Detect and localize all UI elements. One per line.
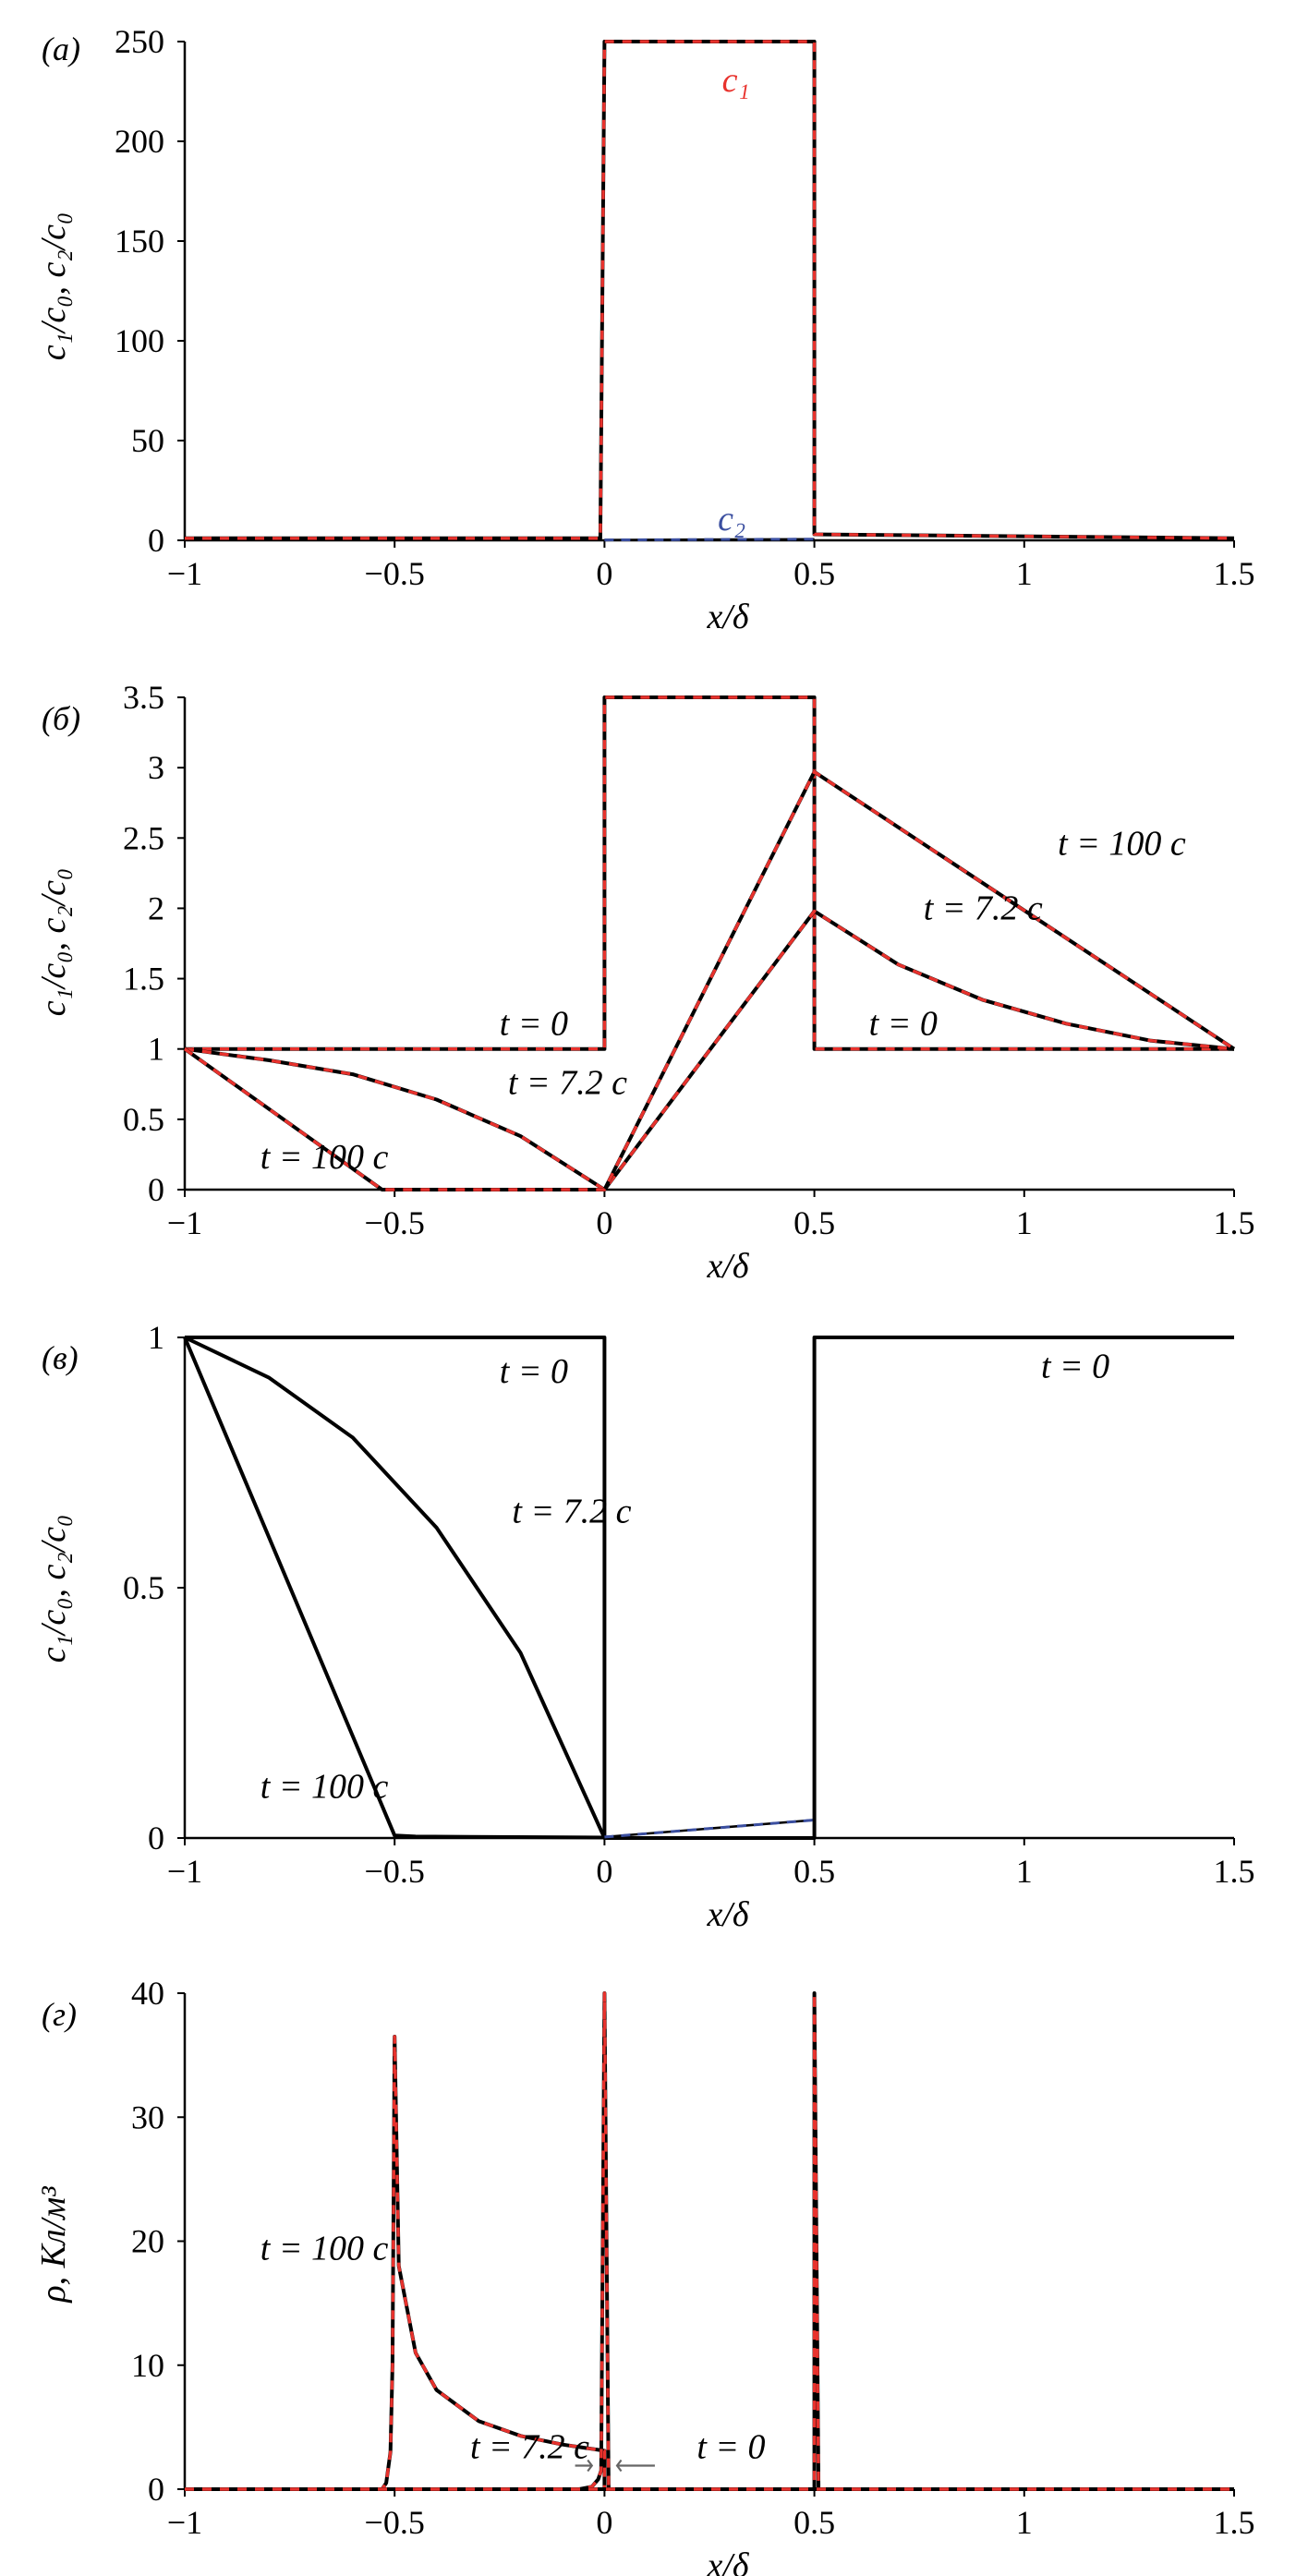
series-line-overlay	[184, 770, 1235, 1191]
x-tick-label: 1	[1016, 555, 1033, 592]
series-line-c2-dash	[604, 538, 815, 542]
y-tick-label: 50	[131, 422, 164, 459]
y-tick-label: 1	[148, 1319, 164, 1356]
x-tick-label: 1.5	[1214, 555, 1255, 592]
y-tick-label: 150	[115, 223, 164, 260]
x-tick-label: 0	[596, 1853, 612, 1890]
panel-label: (в)	[42, 1339, 79, 1376]
curve-annotation: t = 0	[1041, 1347, 1109, 1385]
y-tick-label: 2.5	[123, 819, 164, 856]
series-line-overlay	[185, 40, 1235, 540]
x-tick-label: −0.5	[365, 555, 425, 592]
y-tick-label: 40	[131, 1975, 164, 2012]
y-axis-label: c₁/c₀, c₂/c₀	[34, 868, 73, 1016]
x-tick-label: −0.5	[365, 1204, 425, 1241]
series-line-c2-dash	[604, 1819, 815, 1839]
x-axis-label: x/δ	[706, 2546, 749, 2576]
y-tick-label: 3	[148, 749, 164, 786]
curve-annotation: t = 0	[696, 2427, 765, 2466]
panel-label: (б)	[42, 700, 80, 737]
curve-annotation: t = 0	[500, 1352, 568, 1391]
x-tick-label: 1	[1016, 2504, 1033, 2541]
x-tick-label: −1	[167, 1853, 202, 1890]
x-tick-label: −1	[167, 1204, 202, 1241]
curve-annotation: t = 0	[500, 1004, 568, 1043]
y-tick-label: 0.5	[123, 1569, 164, 1606]
chart-panel-b: −1 −0.5 0 0.5 1 1.5 0 0.5 1 1.5 2 2.5 3 3.5 x/δ c₁/c₀, …	[34, 679, 1255, 1286]
x-tick-label: 0.5	[793, 2504, 835, 2541]
curve-annotation: t = 7.2 c	[512, 1493, 631, 1531]
y-axis-label: c₁/c₀, c₂/c₀	[34, 1515, 73, 1663]
y-tick-label: 100	[115, 322, 164, 359]
series-line	[184, 1336, 607, 1839]
arrowhead-t0	[615, 2459, 623, 2473]
y-tick-label: 30	[131, 2098, 164, 2135]
y-tick-label: 0	[148, 1171, 164, 1208]
series-line-overlay	[185, 1991, 1234, 2491]
curve-annotation: t = 0	[869, 1004, 938, 1043]
x-tick-label: 0.5	[793, 1204, 835, 1241]
x-tick-label: −1	[167, 555, 202, 592]
curve-annotation: t = 100 c	[260, 1138, 389, 1177]
curve-annotation: t = 7.2 c	[470, 2427, 589, 2466]
x-axis-label: x/δ	[706, 1895, 749, 1934]
series-line-overlay	[184, 909, 1235, 1191]
x-tick-label: 1	[1016, 1853, 1033, 1890]
x-axis-label: x/δ	[706, 598, 749, 636]
curve-annotation: t = 100 c	[260, 2230, 389, 2268]
x-tick-label: 1.5	[1214, 1204, 1255, 1241]
x-tick-label: 0	[596, 555, 612, 592]
series-line-overlay	[185, 695, 1234, 1051]
y-tick-label: 10	[131, 2347, 164, 2384]
x-tick-label: 0	[596, 1204, 612, 1241]
x-tick-label: 1.5	[1214, 1853, 1255, 1890]
x-tick-label: 1	[1016, 1204, 1033, 1241]
x-tick-label: −0.5	[365, 2504, 425, 2541]
curve-annotation: c₂	[718, 500, 745, 538]
y-tick-label: 0	[148, 1820, 164, 1856]
x-tick-label: −1	[167, 2504, 202, 2541]
panel-label: (а)	[42, 30, 80, 67]
y-tick-label: 0.5	[123, 1101, 164, 1138]
y-tick-label: 200	[115, 123, 164, 160]
series-line-overlay	[185, 2035, 1234, 2491]
x-axis-label: x/δ	[706, 1247, 749, 1286]
curve-annotation: t = 7.2 c	[924, 889, 1043, 928]
curve-annotation: t = 100 c	[260, 1768, 389, 1807]
panel-label: (г)	[42, 1996, 77, 2033]
series-line	[185, 1336, 1234, 1840]
y-tick-label: 3.5	[123, 679, 164, 716]
y-axis-label: c₁/c₀, c₂/c₀	[34, 212, 73, 360]
y-tick-label: 250	[115, 23, 164, 60]
y-tick-label: 20	[131, 2223, 164, 2260]
curve-annotation: c₁	[722, 61, 750, 100]
y-tick-label: 0	[148, 522, 164, 559]
series-line	[185, 695, 1234, 1051]
x-tick-label: 0	[596, 2504, 612, 2541]
y-tick-label: 2	[148, 889, 164, 926]
y-tick-label: 1.5	[123, 961, 164, 998]
x-tick-label: 0.5	[793, 555, 835, 592]
curve-annotation: t = 100 c	[1058, 825, 1186, 864]
chart-panel-c: −1 −0.5 0 0.5 1 1.5 0 0.5 1 x/δ c₁/c₀, c₂/c₀ (в) t =…	[34, 1319, 1255, 1934]
arrowhead-7-2	[587, 2459, 594, 2473]
y-tick-label: 1	[148, 1031, 164, 1068]
x-tick-label: 1.5	[1214, 2504, 1255, 2541]
chart-panel-d: −1 −0.5 0 0.5 1 1.5 0 10 20 30 40 x/δ ρ, Кл/м³ (г) t =…	[34, 1975, 1255, 2576]
y-axis-label: ρ, Кл/м³	[34, 2186, 73, 2304]
series-line	[183, 1336, 605, 1840]
series-line	[185, 40, 1235, 540]
y-tick-label: 0	[148, 2471, 164, 2508]
chart-panel-a: −1 −0.5 0 0.5 1 1.5 0 50 100 150 200 250 x/δ c₁/c₀, c…	[34, 23, 1255, 636]
x-tick-label: 0.5	[793, 1853, 835, 1890]
x-tick-label: −0.5	[365, 1853, 425, 1890]
curve-annotation: t = 7.2 c	[508, 1063, 627, 1102]
